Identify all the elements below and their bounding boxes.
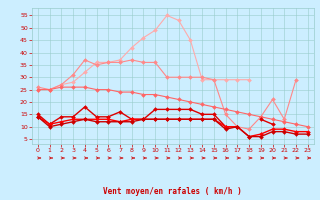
Text: Vent moyen/en rafales ( km/h ): Vent moyen/en rafales ( km/h ) <box>103 187 242 196</box>
